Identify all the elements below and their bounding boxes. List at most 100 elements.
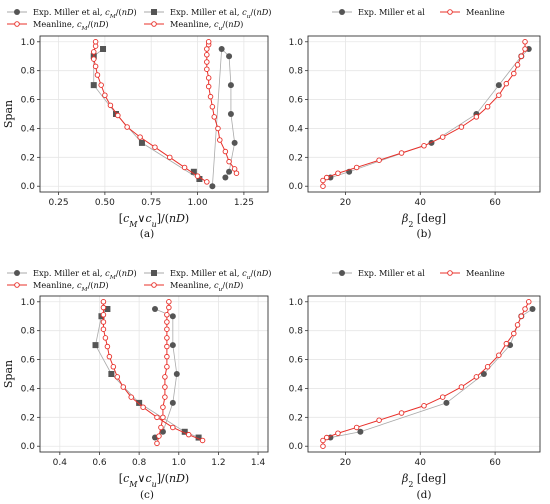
data-point [226,158,232,165]
data-point [124,124,130,130]
y-tick-label: 0.8 [21,327,36,337]
x-tick-label: 60 [489,198,501,208]
data-point [227,111,234,117]
y-tick-label: 0.6 [289,96,304,106]
data-point [439,134,446,140]
data-point [138,139,145,146]
x-tick-label: 0.75 [141,198,161,208]
x-tick-label: 0.6 [92,458,107,468]
data-point [181,428,188,435]
data-point [207,93,214,100]
grid [308,296,540,452]
data-point [226,168,233,175]
data-point [376,157,382,163]
data-point [495,82,502,89]
y-tick-label: 1.0 [289,298,304,308]
data-point [170,424,176,431]
data-point [398,410,405,416]
series-meanline-2 [204,39,240,176]
data-point [480,371,487,377]
x-tick-label: 60 [489,458,501,468]
plot-frame [307,295,541,453]
data-point [156,433,162,439]
data-point [217,137,223,143]
data-point [526,299,532,305]
data-point [152,144,158,150]
data-point [140,404,146,410]
legend-marker [151,282,157,288]
y-tick-label: 0.2 [21,153,35,163]
legend: Exp. Miller et al Meanline [332,7,505,17]
data-point [226,53,233,60]
data-point [100,312,107,318]
y-tick-label: 0.6 [289,356,304,366]
series-meanline-1 [320,299,532,449]
legend-label: Exp. Miller et al [358,7,425,17]
data-point [114,374,121,380]
data-point [158,424,164,431]
data-point [164,335,170,341]
data-point [320,183,326,189]
data-point [94,72,101,78]
y-axis-label: Span [2,100,15,128]
series-meanline-3 [91,39,210,185]
legend-label: Meanline [466,268,505,278]
data-point [522,39,528,45]
legend: Exp. Miller et al, cM/(nD) Exp. Miller et… [7,7,271,32]
panel-a: 0.25 0.50 0.75 1.00 1.25 0.0 0.2 0.4 0.6 0.8 1.0 [c… [2,7,271,240]
legend-marker [339,9,345,15]
data-point [106,353,113,360]
x-tick-label: 40 [415,198,427,208]
plot-frame [39,295,269,453]
data-point [128,394,134,400]
x-tick-label: 0.4 [53,458,68,468]
y-tick-label: 0.0 [21,442,36,452]
x-axis-label: [cM∨cu]/(nD) [119,212,189,229]
data-point [166,304,172,311]
data-point [120,384,127,390]
data-point [353,164,360,171]
plot-frame [39,35,269,193]
data-point [162,394,168,400]
data-point [421,403,427,409]
data-point [421,143,427,149]
legend: Exp. Miller et al Meanline [332,268,505,278]
x-tick-label: 20 [340,198,352,208]
data-point [205,83,212,90]
data-point [100,299,107,305]
y-tick-label: 0.6 [21,356,36,366]
legend-label: Meanline, cu/(nD) [170,280,243,293]
x-tick-label: 1.2 [211,458,225,468]
data-point [115,112,121,119]
series-meanline-2 [154,299,172,447]
data-point [164,312,170,318]
legend-label: Meanline, cu/(nD) [170,19,243,32]
data-point [443,399,450,406]
data-point [503,340,510,347]
grid [40,296,268,452]
plot-frame [307,35,541,193]
legend: Exp. Miller et al, cM/(nD) Exp. Miller et… [7,268,271,293]
data-point [194,173,201,179]
data-point [522,46,528,52]
panel-d: 20 40 60 0.0 0.2 0.4 0.6 0.8 1.0 β2 [deg](d) Exp. … [289,268,541,501]
data-point [439,394,446,400]
data-point [100,326,107,332]
data-point [91,56,97,62]
data-point [173,371,180,377]
data-point [162,384,168,390]
data-point [164,326,170,332]
panel-b: 20 40 60 0.0 0.2 0.4 0.6 0.8 1.0 β2 [deg](b) Exp. … [289,7,541,240]
y-tick-label: 0.8 [289,67,304,77]
x-tick-label: 0.25 [49,198,69,208]
data-point [473,114,480,120]
legend-label: Exp. Miller et al [358,268,425,278]
data-point [196,176,203,182]
legend-marker [151,9,157,15]
y-tick-label: 1.0 [289,38,304,48]
data-point [398,150,405,156]
data-point [100,319,107,325]
legend-label: Exp. Miller et al, cu/(nD) [170,268,271,281]
data-point [376,417,382,423]
